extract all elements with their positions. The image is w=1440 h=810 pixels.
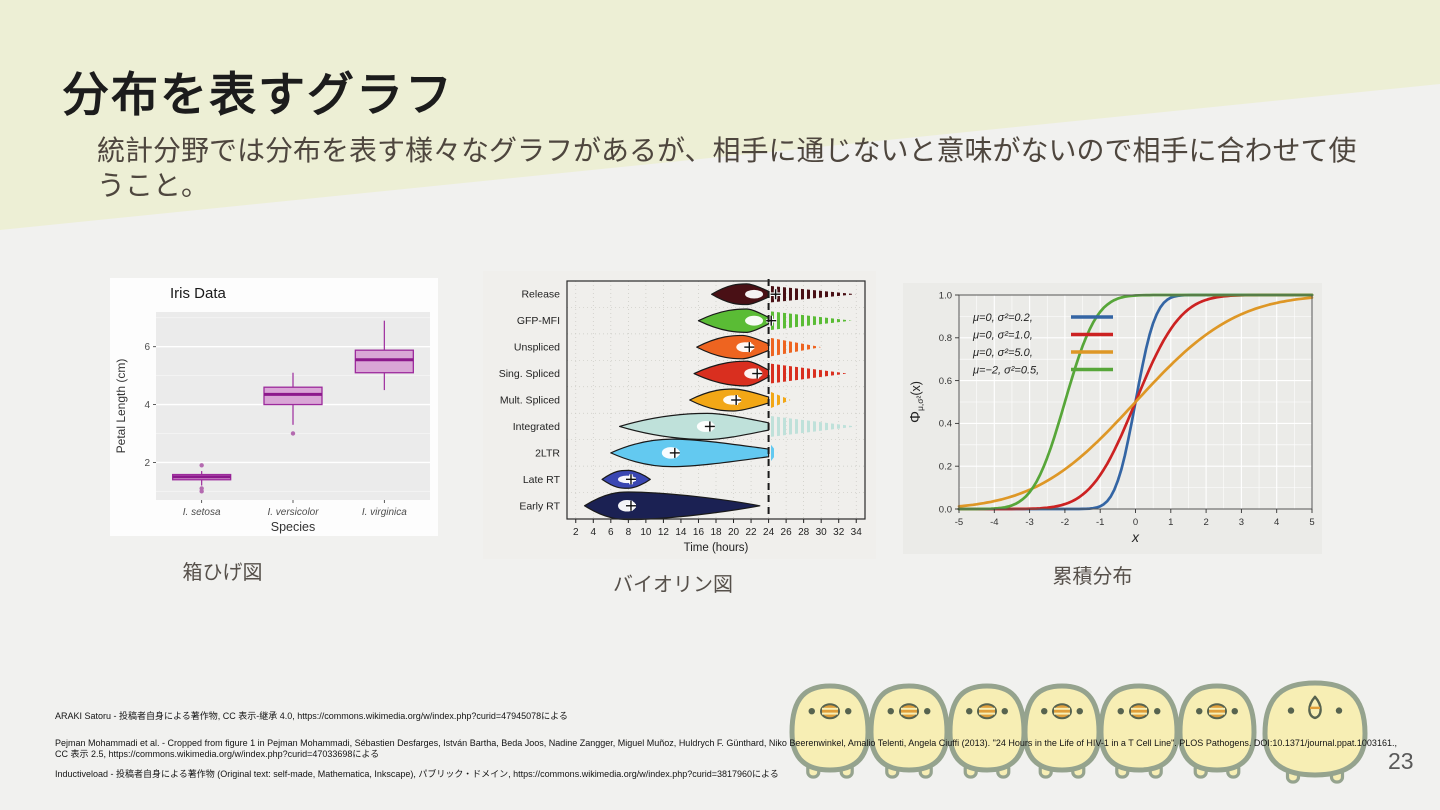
svg-text:26: 26 — [781, 527, 793, 538]
svg-text:μ=0, σ²=0.2,: μ=0, σ²=0.2, — [972, 312, 1033, 324]
svg-text:1.0: 1.0 — [939, 290, 952, 301]
svg-text:I. versicolor: I. versicolor — [267, 507, 319, 518]
svg-text:6: 6 — [608, 527, 614, 538]
svg-text:μ=−2, σ²=0.5,: μ=−2, σ²=0.5, — [972, 365, 1039, 377]
svg-text:0.2: 0.2 — [939, 462, 952, 473]
boxplot-figure: 2 4 6 Iris Data Petal Length (cm) I. setosa I.… — [110, 278, 438, 536]
attribution-block: ARAKI Satoru - 投稿者自身による著作物, CC 表示-継承 4.0… — [55, 711, 1405, 780]
svg-text:μ=0, σ²=5.0,: μ=0, σ²=5.0, — [972, 347, 1033, 359]
svg-text:12: 12 — [658, 527, 670, 538]
svg-text:-4: -4 — [990, 517, 998, 528]
violinplot-caption: バイオリン図 — [613, 574, 733, 596]
svg-text:14: 14 — [675, 527, 687, 538]
svg-text:4: 4 — [591, 527, 597, 538]
svg-text:I. setosa: I. setosa — [183, 507, 221, 518]
svg-text:Time (hours): Time (hours) — [684, 542, 749, 554]
attribution-cdf: Inductiveload - 投稿者自身による著作物 (Original te… — [55, 768, 779, 779]
svg-text:0: 0 — [1133, 517, 1138, 528]
cdf-caption: 累積分布 — [1052, 566, 1133, 588]
svg-text:Integrated: Integrated — [513, 421, 560, 433]
svg-text:Sing. Spliced: Sing. Spliced — [499, 368, 560, 380]
svg-text:Species: Species — [271, 520, 315, 534]
svg-text:4: 4 — [1274, 517, 1279, 528]
svg-text:24: 24 — [763, 527, 775, 538]
violinplot-svg: Release GFP-MFI Unspliced Sing. Spliced Mult… — [483, 271, 876, 559]
svg-text:Early RT: Early RT — [519, 500, 560, 512]
svg-text:28: 28 — [798, 527, 810, 538]
svg-text:8: 8 — [626, 527, 632, 538]
svg-text:I. virginica: I. virginica — [362, 507, 407, 518]
slide-subtitle: 統計分野では分布を表す様々なグラフがあるが、相手に通じないと意味がないので相手に… — [97, 135, 1357, 201]
svg-text:18: 18 — [710, 527, 722, 538]
svg-text:2LTR: 2LTR — [535, 447, 560, 459]
svg-text:Iris Data: Iris Data — [170, 285, 227, 302]
svg-text:μ=0, σ²=1.0,: μ=0, σ²=1.0, — [972, 330, 1033, 342]
svg-text:20: 20 — [728, 527, 740, 538]
svg-text:Petal Length (cm): Petal Length (cm) — [114, 359, 128, 454]
svg-text:32: 32 — [833, 527, 845, 538]
cdf-figure: -5 -4 -3 -2 -1 0 1 2 3 4 5 0.0 0.2 0.4 0.6 0.8 1.0 μ=0, σ… — [903, 283, 1322, 554]
svg-text:-5: -5 — [955, 517, 963, 528]
svg-text:0.0: 0.0 — [939, 504, 952, 515]
svg-text:-2: -2 — [1061, 517, 1069, 528]
svg-text:1: 1 — [1168, 517, 1173, 528]
svg-text:Late RT: Late RT — [523, 474, 561, 486]
svg-text:6: 6 — [144, 342, 150, 353]
slide-title: 分布を表すグラフ — [62, 68, 454, 121]
attribution-violinplot: Pejman Mohammadi et al. - Cropped from f… — [55, 737, 1397, 760]
svg-text:2: 2 — [1203, 517, 1208, 528]
svg-text:Mult. Spliced: Mult. Spliced — [500, 395, 560, 407]
boxplot-caption: 箱ひげ図 — [182, 562, 263, 584]
boxplot-svg: 2 4 6 Iris Data Petal Length (cm) I. setosa I.… — [110, 278, 438, 536]
svg-text:10: 10 — [640, 527, 652, 538]
svg-text:2: 2 — [573, 527, 579, 538]
svg-text:Φμ,σ²(x): Φμ,σ²(x) — [907, 381, 925, 423]
svg-text:0.6: 0.6 — [939, 376, 952, 387]
chick-illustrations — [789, 680, 1368, 784]
svg-text:-3: -3 — [1025, 517, 1033, 528]
svg-text:GFP-MFI: GFP-MFI — [517, 315, 560, 327]
attribution-boxplot: ARAKI Satoru - 投稿者自身による著作物, CC 表示-継承 4.0… — [55, 711, 568, 721]
page-number: 23 — [1388, 748, 1414, 774]
cdf-svg: -5 -4 -3 -2 -1 0 1 2 3 4 5 0.0 0.2 0.4 0.6 0.8 1.0 μ=0, σ… — [903, 283, 1322, 554]
svg-text:16: 16 — [693, 527, 705, 538]
svg-text:x: x — [1131, 529, 1140, 545]
violinplot-figure: Release GFP-MFI Unspliced Sing. Spliced Mult… — [483, 271, 876, 559]
svg-text:5: 5 — [1309, 517, 1314, 528]
svg-text:3: 3 — [1239, 517, 1244, 528]
svg-text:2: 2 — [144, 458, 150, 469]
svg-text:34: 34 — [851, 527, 863, 538]
svg-text:Unspliced: Unspliced — [514, 342, 560, 354]
svg-text:30: 30 — [816, 527, 828, 538]
svg-text:Release: Release — [521, 289, 560, 301]
svg-text:0.4: 0.4 — [939, 419, 952, 430]
svg-text:-1: -1 — [1096, 517, 1104, 528]
svg-text:22: 22 — [745, 527, 757, 538]
svg-text:4: 4 — [144, 400, 150, 411]
svg-text:0.8: 0.8 — [939, 333, 952, 344]
